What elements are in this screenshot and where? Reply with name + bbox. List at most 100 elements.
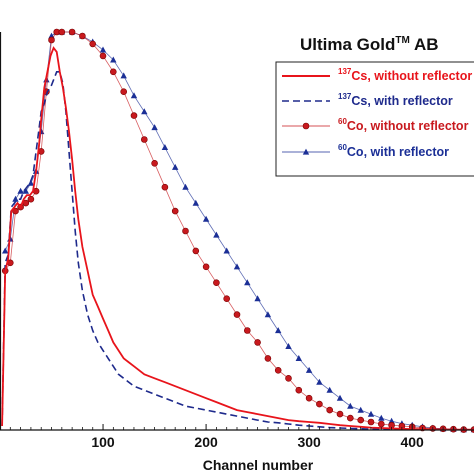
series-point-3-22 [172,163,179,170]
series-point-3-35 [305,366,313,373]
series-point-2-18 [130,112,138,119]
series-point-2-36 [316,400,323,408]
series-point-2-13 [79,32,86,40]
series-point-2-26 [213,279,220,287]
legend-box [275,61,474,177]
chart-title-main: Ultima Gold [300,35,395,54]
series-point-3-26 [213,231,220,238]
series-point-3-41 [367,410,375,417]
series-point-3-5 [27,179,35,186]
series-point-3-4 [22,187,29,194]
axes-layer: 100 200 300 400 [0,32,474,450]
series-point-3-34 [295,355,302,361]
x-tick-label-1: 200 [194,434,218,450]
series-point-3-3 [17,187,24,194]
series-point-2-20 [151,160,158,167]
series-point-2-14 [89,40,96,48]
series-point-2-37 [326,406,334,414]
legend-label-1: 137Cs, with reflector [338,92,453,108]
series-point-2-34 [295,386,303,394]
series-point-3-19 [141,108,148,115]
series-point-3-20 [151,124,158,131]
series-point-3-43 [388,417,395,424]
legend-label-superscript-2: 60 [338,117,347,126]
series-point-2-9 [48,36,55,44]
series-point-2-27 [223,295,230,303]
series-point-3-29 [244,279,251,286]
series-line-0 [1,46,474,431]
series-point-2-2 [12,207,19,215]
series-point-2-24 [192,247,200,255]
legend-label-text-2: Co, without reflector [347,119,469,133]
series-point-2-35 [305,394,313,402]
legend-label-superscript-1: 137 [338,92,352,101]
series-point-2-40 [357,416,365,424]
series-point-2-28 [233,311,241,318]
legend-label-0: 137Cs, without reflector [338,67,472,83]
series-point-2-31 [264,355,272,362]
series-point-2-19 [141,136,148,143]
series-1 [1,71,474,431]
series-point-2-42 [377,420,385,428]
series-point-3-31 [264,311,272,318]
series-point-3-21 [161,144,169,150]
series-point-3-25 [202,215,210,222]
series-point-2-12 [68,28,76,36]
legend-label-superscript-3: 60 [338,143,347,152]
series-layer [1,28,474,433]
series-point-3-36 [316,378,323,385]
legend-marker-2 [302,122,310,130]
chart-title-superscript: TM [395,35,409,46]
series-point-2-16 [110,68,117,76]
series-point-2-39 [346,414,354,422]
series-point-3-15 [99,46,107,53]
series-point-2-21 [161,183,169,191]
legend-label-superscript-0: 137 [338,67,352,76]
x-tick-label-0: 100 [91,434,115,450]
legend-label-text-1: Cs, with reflector [351,94,453,108]
legend-label-text-3: Co, with reflector [347,145,449,159]
series-point-3-16 [110,56,117,63]
chart-title: Ultima GoldTM AB [300,35,439,54]
series-point-3-18 [130,92,138,99]
series-point-3-17 [120,72,127,79]
legend-label-text-0: Cs, without reflector [351,69,472,83]
series-point-2-29 [244,327,251,334]
series-line-3 [4,31,474,431]
series-point-3-37 [326,386,333,393]
series-point-2-15 [99,52,107,60]
series-point-2-11 [58,28,66,36]
series-point-2-17 [120,88,127,95]
series-line-1 [1,71,474,431]
series-point-3-42 [378,414,385,421]
series-point-3-32 [275,327,282,334]
x-tick-label-3: 400 [400,434,424,450]
series-point-3-28 [233,263,241,270]
series-point-2-23 [182,227,189,235]
series-point-3-40 [357,406,364,413]
series-point-2-38 [336,410,344,418]
x-tick-label-2: 300 [297,434,321,450]
series-point-2-22 [171,207,179,215]
series-point-3-23 [182,183,189,190]
series-point-2-41 [367,418,375,426]
legend-label-2: 60Co, without reflector [338,117,469,133]
series-point-3-24 [192,199,199,206]
legend-marker-3 [302,148,310,155]
series-point-3-30 [254,295,261,302]
series-point-2-33 [285,374,292,382]
series-point-2-5 [27,195,35,203]
series-point-2-25 [202,263,210,271]
series-0 [1,46,474,431]
series-point-2-30 [254,339,261,346]
chart-title-suffix: AB [410,35,439,54]
series-point-3-39 [347,402,354,409]
series-point-3-38 [336,394,344,401]
series-point-3-33 [285,343,292,349]
x-axis-title: Channel number [203,457,314,473]
series-point-3-2 [12,195,19,202]
series-point-3-0 [2,247,9,254]
legend-label-3: 60Co, with reflector [338,143,449,159]
